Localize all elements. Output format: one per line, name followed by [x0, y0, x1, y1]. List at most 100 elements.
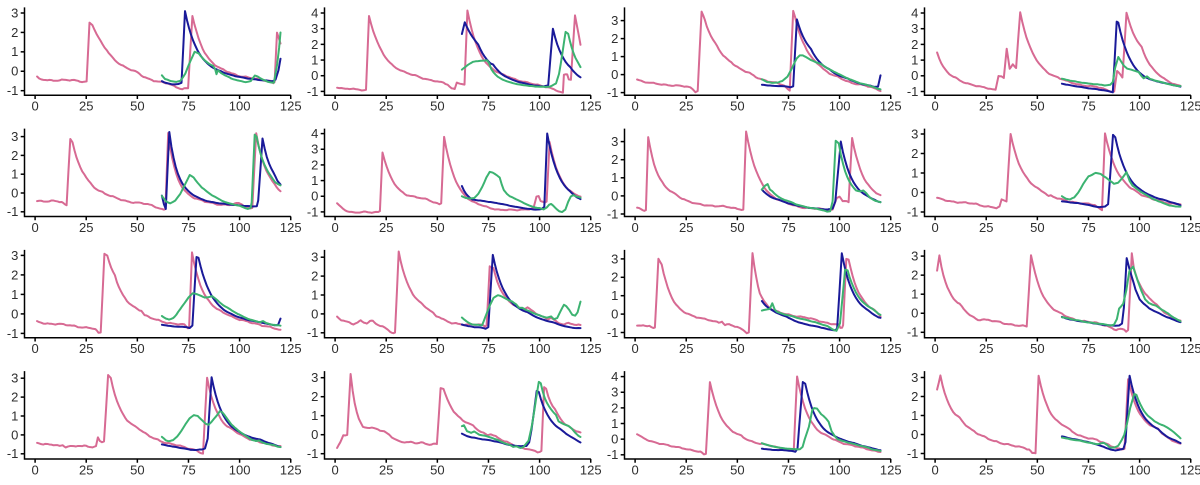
svg-text:2: 2: [911, 268, 918, 283]
svg-text:100: 100: [1129, 341, 1151, 356]
svg-text:0: 0: [931, 99, 938, 114]
svg-text:0: 0: [931, 341, 938, 356]
svg-text:0: 0: [611, 67, 618, 82]
svg-text:1: 1: [311, 173, 318, 188]
svg-text:1: 1: [911, 287, 918, 302]
svg-text:50: 50: [1030, 99, 1044, 114]
svg-text:-1: -1: [7, 326, 19, 341]
svg-text:2: 2: [11, 148, 18, 163]
svg-text:0: 0: [911, 68, 918, 83]
svg-text:4: 4: [911, 5, 918, 20]
svg-text:1: 1: [611, 49, 618, 64]
svg-text:50: 50: [730, 462, 744, 477]
svg-text:25: 25: [679, 462, 693, 477]
svg-text:0: 0: [631, 99, 638, 114]
svg-text:0: 0: [331, 341, 338, 356]
svg-text:-1: -1: [907, 84, 919, 99]
svg-text:1: 1: [611, 170, 618, 185]
svg-text:100: 100: [529, 99, 551, 114]
svg-text:-1: -1: [907, 446, 919, 461]
svg-text:50: 50: [130, 99, 144, 114]
svg-text:100: 100: [229, 99, 251, 114]
svg-text:3: 3: [11, 129, 18, 144]
svg-text:100: 100: [529, 220, 551, 235]
svg-text:100: 100: [1129, 99, 1151, 114]
svg-text:1: 1: [311, 287, 318, 302]
svg-text:25: 25: [979, 99, 993, 114]
svg-text:25: 25: [979, 462, 993, 477]
svg-text:50: 50: [130, 341, 144, 356]
svg-text:0: 0: [31, 220, 38, 235]
svg-text:0: 0: [311, 427, 318, 442]
svg-text:3: 3: [11, 248, 18, 263]
svg-text:25: 25: [679, 341, 693, 356]
svg-text:2: 2: [911, 146, 918, 161]
svg-text:125: 125: [580, 341, 602, 356]
svg-text:0: 0: [631, 341, 638, 356]
svg-text:-1: -1: [307, 325, 319, 340]
svg-text:75: 75: [481, 341, 495, 356]
svg-text:2: 2: [611, 31, 618, 46]
svg-text:100: 100: [529, 341, 551, 356]
svg-text:50: 50: [1030, 220, 1044, 235]
svg-text:25: 25: [379, 99, 393, 114]
svg-text:100: 100: [829, 462, 851, 477]
svg-text:50: 50: [430, 220, 444, 235]
svg-text:75: 75: [481, 462, 495, 477]
svg-text:-1: -1: [307, 204, 319, 219]
svg-text:125: 125: [580, 462, 602, 477]
svg-text:50: 50: [1030, 462, 1044, 477]
svg-text:0: 0: [11, 64, 18, 79]
svg-text:0: 0: [911, 306, 918, 321]
svg-text:25: 25: [979, 220, 993, 235]
svg-text:0: 0: [631, 462, 638, 477]
svg-text:75: 75: [181, 341, 195, 356]
svg-text:1: 1: [11, 44, 18, 59]
svg-text:3: 3: [911, 21, 918, 36]
svg-text:3: 3: [911, 249, 918, 264]
svg-text:100: 100: [1129, 462, 1151, 477]
svg-text:4: 4: [311, 126, 318, 141]
svg-text:100: 100: [829, 341, 851, 356]
svg-text:3: 3: [611, 13, 618, 28]
svg-text:-1: -1: [907, 325, 919, 340]
svg-text:125: 125: [1180, 220, 1200, 235]
svg-text:125: 125: [880, 99, 902, 114]
svg-text:0: 0: [11, 306, 18, 321]
svg-text:3: 3: [611, 385, 618, 400]
svg-text:2: 2: [611, 270, 618, 285]
svg-text:2: 2: [311, 157, 318, 172]
svg-text:25: 25: [79, 99, 93, 114]
svg-text:100: 100: [229, 462, 251, 477]
svg-text:125: 125: [1180, 99, 1200, 114]
svg-text:0: 0: [611, 188, 618, 203]
svg-text:0: 0: [611, 432, 618, 447]
svg-text:25: 25: [679, 220, 693, 235]
svg-text:1: 1: [311, 52, 318, 67]
svg-text:2: 2: [911, 37, 918, 52]
svg-text:2: 2: [11, 267, 18, 282]
svg-text:0: 0: [611, 307, 618, 322]
svg-text:75: 75: [181, 462, 195, 477]
svg-text:1: 1: [11, 287, 18, 302]
svg-text:100: 100: [529, 462, 551, 477]
svg-text:2: 2: [311, 269, 318, 284]
svg-text:3: 3: [311, 21, 318, 36]
svg-text:0: 0: [931, 220, 938, 235]
svg-text:100: 100: [229, 341, 251, 356]
svg-text:0: 0: [631, 220, 638, 235]
svg-text:2: 2: [11, 390, 18, 405]
svg-text:0: 0: [331, 220, 338, 235]
svg-text:1: 1: [911, 53, 918, 68]
svg-text:-1: -1: [307, 446, 319, 461]
svg-text:0: 0: [331, 99, 338, 114]
svg-text:25: 25: [79, 341, 93, 356]
svg-text:2: 2: [311, 389, 318, 404]
svg-text:-1: -1: [607, 447, 619, 462]
svg-text:2: 2: [311, 37, 318, 52]
svg-text:25: 25: [979, 341, 993, 356]
svg-text:100: 100: [229, 220, 251, 235]
svg-text:50: 50: [430, 99, 444, 114]
svg-text:25: 25: [79, 462, 93, 477]
svg-text:75: 75: [781, 220, 795, 235]
